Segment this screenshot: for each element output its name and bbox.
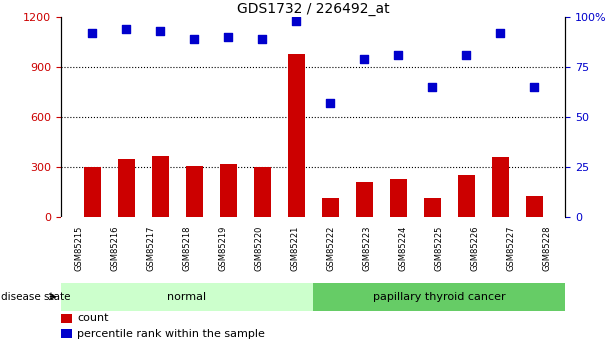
Text: normal: normal: [167, 292, 207, 302]
Bar: [525, 196, 542, 217]
Bar: [356, 182, 373, 217]
Text: GSM85227: GSM85227: [507, 226, 516, 271]
Point: [495, 30, 505, 36]
Point: [427, 85, 437, 90]
Bar: [424, 198, 441, 217]
Text: GSM85220: GSM85220: [255, 226, 263, 271]
Bar: [185, 166, 202, 217]
Text: GSM85225: GSM85225: [435, 226, 444, 271]
Bar: [390, 179, 407, 217]
Bar: [219, 164, 237, 217]
Bar: [288, 54, 305, 217]
Text: GSM85228: GSM85228: [543, 226, 552, 271]
Point: [461, 52, 471, 58]
Point: [359, 57, 369, 62]
Bar: [61, 283, 313, 310]
Text: GSM85215: GSM85215: [74, 226, 83, 271]
Text: GSM85223: GSM85223: [363, 226, 371, 271]
Bar: [491, 157, 508, 217]
Text: disease state: disease state: [1, 292, 70, 302]
Text: GSM85222: GSM85222: [326, 226, 336, 271]
Point: [189, 37, 199, 42]
Point: [291, 19, 301, 24]
Text: GSM85219: GSM85219: [218, 226, 227, 271]
Text: GSM85218: GSM85218: [182, 226, 192, 271]
Bar: [458, 175, 474, 217]
Text: GSM85221: GSM85221: [291, 226, 300, 271]
Bar: [84, 167, 101, 217]
Bar: [322, 198, 339, 217]
Point: [122, 27, 131, 32]
Bar: [61, 314, 72, 323]
Text: count: count: [77, 313, 109, 323]
Text: GSM85217: GSM85217: [147, 226, 156, 271]
Point: [529, 85, 539, 90]
Text: GSM85226: GSM85226: [471, 226, 480, 271]
Text: GSM85224: GSM85224: [399, 226, 408, 271]
Bar: [61, 329, 72, 338]
Bar: [152, 156, 168, 217]
Point: [223, 34, 233, 40]
Bar: [313, 283, 565, 310]
Point: [393, 52, 403, 58]
Point: [155, 29, 165, 34]
Text: percentile rank within the sample: percentile rank within the sample: [77, 329, 265, 339]
Point: [88, 30, 97, 36]
Bar: [254, 167, 271, 217]
Text: GSM85216: GSM85216: [111, 226, 119, 271]
Text: papillary thyroid cancer: papillary thyroid cancer: [373, 292, 506, 302]
Point: [325, 100, 335, 106]
Point: [257, 37, 267, 42]
Bar: [118, 159, 135, 217]
Title: GDS1732 / 226492_at: GDS1732 / 226492_at: [237, 2, 390, 16]
